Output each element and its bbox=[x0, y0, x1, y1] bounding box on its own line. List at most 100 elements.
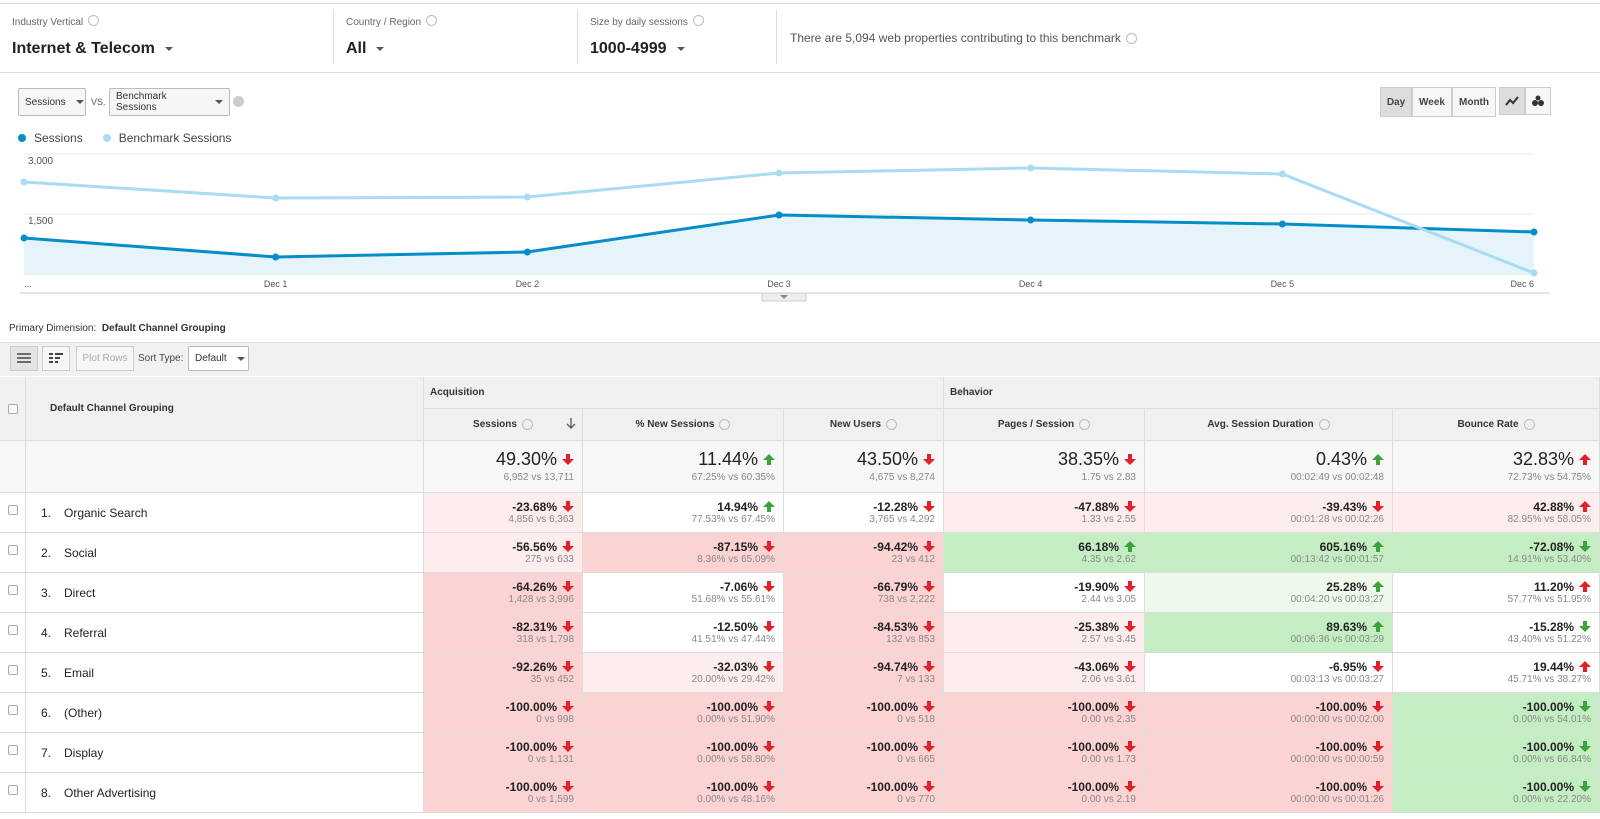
help-icon[interactable] bbox=[692, 15, 704, 27]
metric-value: 42.88% bbox=[1533, 500, 1574, 514]
metric-compare: 3,765 vs 4,292 bbox=[869, 514, 935, 525]
trend-arrow bbox=[1372, 741, 1384, 752]
checkbox[interactable] bbox=[8, 705, 18, 715]
metric-value: -94.74% bbox=[873, 660, 918, 674]
metric-cell: -39.43% 00:01:28 vs 00:02:26 bbox=[1145, 493, 1393, 533]
metric-cell: 19.44% 45.71% vs 38.27% bbox=[1393, 653, 1600, 693]
row-name[interactable]: Display bbox=[64, 745, 104, 760]
arrow-shape bbox=[1124, 541, 1136, 552]
trend-arrow bbox=[1372, 701, 1384, 712]
trend-arrow bbox=[923, 661, 935, 672]
column-header-cell[interactable]: Avg. Session Duration bbox=[1145, 409, 1393, 441]
legend-item[interactable]: Benchmark Sessions bbox=[102, 131, 231, 145]
metric-line: -25.38% bbox=[944, 620, 1136, 634]
checkbox[interactable] bbox=[8, 585, 18, 595]
sort-select[interactable]: Default bbox=[188, 346, 249, 371]
line-chart-button[interactable] bbox=[1499, 87, 1525, 115]
help-icon[interactable] bbox=[88, 15, 100, 27]
metric-value: -100.00% bbox=[1067, 740, 1119, 754]
period-button[interactable]: Month bbox=[1452, 87, 1496, 117]
sort-arrow bbox=[566, 418, 576, 429]
metric-cell: -100.00% 0.00% vs 22.20% bbox=[1393, 773, 1600, 813]
trend-arrow bbox=[1579, 741, 1591, 752]
point bbox=[272, 194, 280, 202]
total-value: 43.50% bbox=[856, 449, 918, 469]
toolbar bbox=[0, 342, 1600, 376]
metric-compare: 82.95% vs 58.05% bbox=[1507, 514, 1591, 525]
help-icon[interactable] bbox=[1125, 33, 1137, 45]
checkbox[interactable] bbox=[8, 545, 18, 555]
arrow-shape bbox=[763, 781, 775, 792]
help-icon[interactable] bbox=[719, 419, 731, 430]
column-header-cell[interactable]: New Users bbox=[784, 409, 944, 441]
checkbox[interactable] bbox=[8, 625, 18, 635]
row-name[interactable]: Other Advertising bbox=[64, 785, 157, 800]
metric-compare: 1.33 vs 2.55 bbox=[1081, 514, 1136, 525]
plot-rows-button[interactable]: Plot Rows bbox=[76, 346, 134, 371]
metric-cell: 11.20% 57.77% vs 51.95% bbox=[1393, 573, 1600, 613]
row-name[interactable]: Social bbox=[64, 545, 97, 560]
help-icon[interactable] bbox=[1079, 419, 1091, 430]
checkbox[interactable] bbox=[8, 505, 18, 515]
metric-line: -100.00% bbox=[784, 740, 935, 754]
trend-arrow bbox=[1372, 781, 1384, 792]
filter[interactable]: Size by daily sessions 1000-4999 bbox=[590, 12, 704, 58]
metric-compare: 2.44 vs 3.05 bbox=[1081, 594, 1136, 605]
dimension-value[interactable]: Default Channel Grouping bbox=[101, 323, 226, 334]
trend-arrow bbox=[1124, 621, 1136, 632]
metric-compare: 00:00:00 vs 00:00:59 bbox=[1290, 754, 1384, 765]
metric-line: 25.28% bbox=[1145, 580, 1384, 594]
motion-chart-button[interactable] bbox=[1525, 87, 1551, 115]
metric-compare: 7 vs 133 bbox=[897, 674, 935, 685]
metric-value: -56.56% bbox=[512, 540, 557, 554]
metric-select[interactable]: Sessions bbox=[18, 88, 86, 116]
note-text: There are 5,094 web properties contribut… bbox=[790, 31, 1121, 45]
filter[interactable]: Country / Region All bbox=[346, 12, 438, 58]
metric-line: -100.00% bbox=[1145, 740, 1384, 754]
column-header-cell[interactable]: Sessions bbox=[424, 409, 583, 441]
row-cell: 2. Social bbox=[26, 533, 424, 573]
arrow-shape bbox=[923, 581, 935, 592]
trend-arrow bbox=[923, 701, 935, 712]
arrow-shape bbox=[562, 621, 574, 632]
x-tick-label: Dec 3 bbox=[767, 279, 791, 289]
help-icon[interactable] bbox=[1318, 419, 1330, 430]
help-icon[interactable] bbox=[1523, 419, 1535, 430]
metric-value: -15.28% bbox=[1529, 620, 1574, 634]
table-view-button[interactable] bbox=[10, 346, 38, 371]
period-group: Day Week Month bbox=[1380, 87, 1496, 117]
checkbox[interactable] bbox=[8, 745, 18, 755]
compare-view-button[interactable] bbox=[42, 346, 70, 371]
checkbox[interactable] bbox=[8, 785, 18, 795]
clear-icon[interactable] bbox=[233, 96, 244, 107]
column-header-cell[interactable]: % New Sessions bbox=[583, 409, 784, 441]
metric-line: -100.00% bbox=[583, 740, 775, 754]
filter[interactable]: Industry Vertical Internet & Telecom bbox=[12, 12, 173, 58]
metric-compare: 4,856 vs 6,363 bbox=[508, 514, 574, 525]
period-button[interactable]: Day bbox=[1380, 87, 1412, 117]
help-icon[interactable] bbox=[886, 419, 898, 430]
column-header-cell[interactable]: Bounce Rate bbox=[1393, 409, 1600, 441]
row-name[interactable]: Direct bbox=[64, 585, 96, 600]
metric-compare: 45.71% vs 38.27% bbox=[1507, 674, 1591, 685]
row-name[interactable]: Referral bbox=[64, 625, 107, 640]
help-icon[interactable] bbox=[521, 419, 533, 430]
checkbox[interactable] bbox=[8, 665, 18, 675]
row-name[interactable]: Email bbox=[64, 665, 95, 680]
period-button[interactable]: Week bbox=[1412, 87, 1452, 117]
checkbox[interactable] bbox=[8, 404, 18, 414]
column-header-cell[interactable]: Pages / Session bbox=[944, 409, 1145, 441]
metric-cell: -56.56% 275 vs 633 bbox=[424, 533, 583, 573]
help-icon[interactable] bbox=[426, 15, 438, 27]
row-name[interactable]: (Other) bbox=[64, 705, 103, 720]
metric-compare: 0 vs 1,599 bbox=[527, 794, 574, 805]
header-cell bbox=[0, 377, 26, 441]
legend-swatch bbox=[102, 134, 111, 142]
metric-cell: -12.28% 3,765 vs 4,292 bbox=[784, 493, 944, 533]
legend-item[interactable]: Sessions bbox=[18, 131, 83, 145]
row-name[interactable]: Organic Search bbox=[64, 505, 148, 520]
metric-value: -72.08% bbox=[1529, 540, 1574, 554]
metric-line: -100.00% bbox=[784, 780, 935, 794]
compare-select[interactable]: Benchmark Sessions bbox=[109, 88, 230, 116]
